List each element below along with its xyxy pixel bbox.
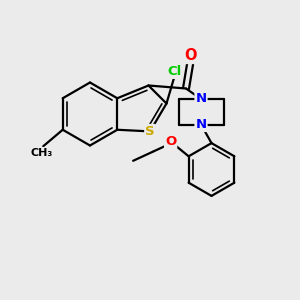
Text: Cl: Cl [167, 65, 181, 78]
Text: O: O [165, 135, 176, 148]
Text: O: O [184, 48, 197, 63]
Text: CH₃: CH₃ [31, 148, 53, 158]
Text: S: S [145, 125, 155, 138]
Text: N: N [195, 118, 207, 131]
Text: N: N [195, 92, 207, 106]
